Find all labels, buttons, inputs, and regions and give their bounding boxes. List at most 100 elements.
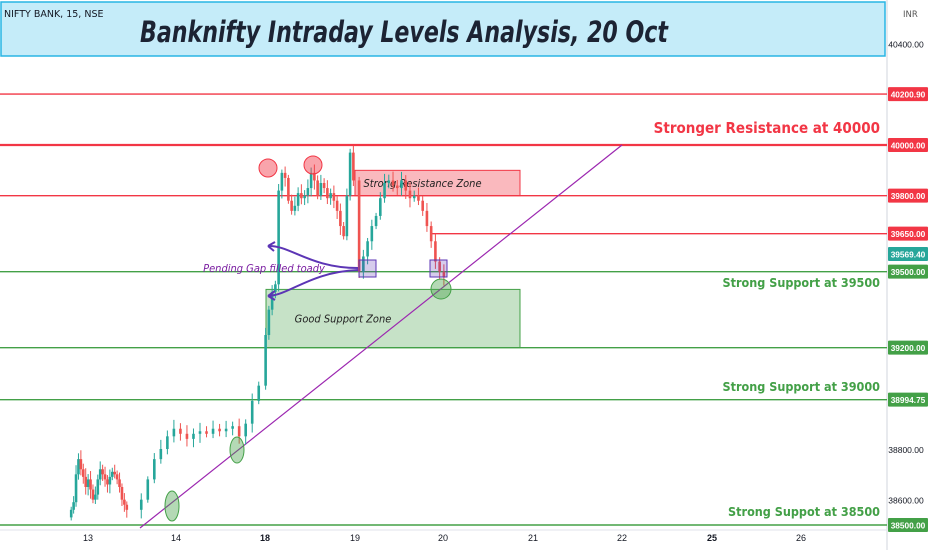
candle-body (125, 504, 129, 510)
x-tick-label: 19 (350, 533, 360, 543)
candle-body (139, 499, 143, 510)
candle-body (362, 256, 365, 272)
candle-body (342, 226, 345, 237)
level-label: Strong Suppot at 38500 (728, 504, 880, 519)
price-tag-label: 40000.00 (891, 141, 926, 151)
candle-body (172, 428, 176, 437)
gap-box (358, 259, 377, 278)
candle-body (103, 474, 107, 480)
zone-label: Strong Resistance Zone (363, 177, 481, 190)
candle-body (89, 479, 92, 490)
level-label: Strong Support at 39000 (723, 379, 881, 394)
highlight-circle (164, 490, 180, 522)
candle-body (309, 172, 313, 189)
price-tag-label: 39200.00 (891, 343, 926, 353)
y-tick-label: 38600.00 (888, 496, 924, 506)
candle-body (110, 471, 114, 477)
price-tag (888, 247, 928, 261)
candle-body (329, 193, 332, 199)
x-tick-label: 21 (528, 533, 538, 543)
candle-body (231, 426, 234, 429)
candle-body (408, 190, 412, 199)
price-tag-label: 39800.00 (891, 191, 926, 201)
candle-body (332, 193, 336, 201)
candle-body (417, 195, 420, 201)
gap-arrow-head (267, 241, 276, 252)
gap-box (429, 259, 448, 278)
price-tag (888, 340, 928, 355)
candle-body (316, 180, 319, 196)
candle-body (108, 476, 112, 485)
candle-body (387, 180, 391, 183)
price-tag (888, 392, 928, 407)
candle-body (335, 200, 339, 211)
candle-body (306, 188, 310, 196)
x-tick-label: 25 (707, 533, 717, 543)
candle-body (86, 479, 90, 487)
gap-arrow (267, 269, 359, 297)
price-tag (888, 188, 928, 203)
candle-body (257, 385, 261, 401)
candle-body (303, 195, 306, 199)
level-label: Stronger Resistance at 40000 (654, 119, 880, 137)
x-tick-label: 14 (171, 533, 181, 543)
x-tick-label: 13 (83, 533, 93, 543)
candle-body (270, 291, 274, 310)
candle-body (326, 188, 329, 199)
candle-body (81, 469, 85, 477)
candle-body (283, 172, 287, 178)
candle-body (84, 476, 88, 487)
candle-body (94, 494, 97, 500)
candle-body (198, 431, 202, 434)
price-tag-label: 39500.00 (891, 267, 926, 277)
candle-body (442, 271, 446, 277)
candle-body (106, 479, 109, 485)
x-tick-label: 26 (796, 533, 806, 543)
price-tag (888, 518, 928, 532)
currency-label: INR (903, 10, 918, 20)
candle-body (319, 183, 323, 196)
candle-body (379, 198, 382, 216)
candle-body (79, 459, 83, 470)
candle-body (400, 180, 403, 189)
candle-body (322, 183, 326, 189)
candle-body (146, 479, 150, 500)
candle-body (313, 172, 316, 181)
highlight-circle (229, 436, 245, 464)
candle-body (357, 180, 361, 272)
price-tag-label: 38994.75 (891, 395, 926, 405)
price-tag-label: 40200.90 (891, 90, 926, 100)
candle-body (250, 400, 254, 424)
candle-body (293, 205, 297, 211)
x-tick-label: 18 (260, 533, 270, 543)
candle-body (166, 436, 169, 449)
candle-body (224, 428, 228, 432)
candle-body (113, 471, 117, 475)
title-banner (0, 1, 886, 57)
candle-body (101, 469, 104, 475)
gap-arrow (267, 244, 359, 269)
highlight-circle (303, 155, 323, 175)
candle-body (290, 200, 293, 211)
price-tag-label: 38500.00 (891, 521, 926, 531)
candle-body (345, 195, 349, 237)
candle-body (211, 428, 215, 434)
chart-title: Banknifty Intraday Levels Analysis, 20 O… (140, 15, 669, 49)
candle-body (192, 433, 195, 439)
candle-body (264, 335, 267, 386)
candle-body (383, 183, 386, 199)
candle-body (300, 193, 303, 199)
candle-body (429, 226, 433, 242)
symbol-label: NIFTY BANK, 15, NSE (4, 9, 104, 20)
price-tag-label: 39569.40 (891, 250, 926, 260)
candle-body (404, 180, 408, 191)
candle-body (421, 200, 424, 211)
candle-body (218, 428, 221, 432)
gap-arrow-head (267, 290, 276, 301)
candle-body (391, 180, 395, 186)
candle-body (267, 309, 271, 335)
gap-annotation: Pending Gap filled toady (203, 262, 325, 275)
candle-body (205, 431, 208, 434)
